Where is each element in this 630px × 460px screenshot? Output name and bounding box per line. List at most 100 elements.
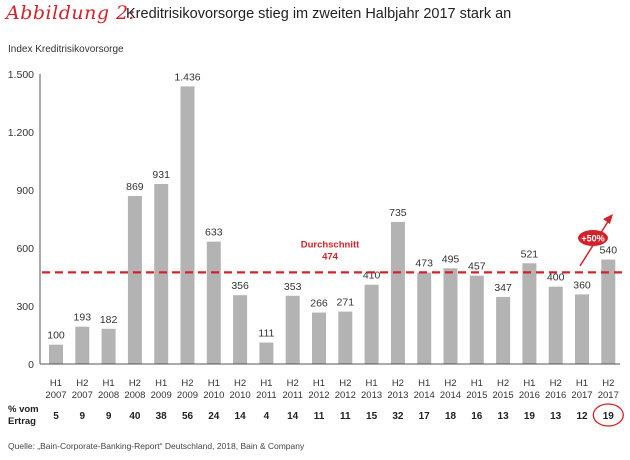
bar bbox=[312, 312, 326, 364]
bar-value-label: 353 bbox=[284, 281, 302, 293]
bar-value-label: 1.436 bbox=[174, 71, 200, 83]
x-tick-label-half: H2 bbox=[129, 378, 141, 389]
bar bbox=[259, 342, 274, 364]
x-tick-label-half: H2 bbox=[392, 378, 404, 389]
bar bbox=[496, 296, 511, 364]
x-tick-label-half: H2 bbox=[339, 378, 351, 389]
bar bbox=[443, 268, 458, 364]
percent-of-income-value: 38 bbox=[156, 411, 168, 422]
x-tick-label-half: H2 bbox=[602, 378, 614, 389]
source-note: Quelle: „Bain-Corporate-Banking-Report“ … bbox=[8, 441, 305, 451]
x-tick-label-half: H1 bbox=[313, 378, 325, 389]
x-tick-label-half: H1 bbox=[50, 378, 62, 389]
bar-value-label: 360 bbox=[573, 279, 591, 291]
bar bbox=[338, 311, 353, 364]
bar bbox=[390, 221, 405, 364]
bar-value-label: 100 bbox=[47, 330, 65, 342]
x-tick-label-year: 2009 bbox=[151, 390, 172, 401]
bar-value-label: 521 bbox=[521, 248, 539, 260]
x-tick-label-half: H1 bbox=[366, 378, 378, 389]
x-tick-label-half: H1 bbox=[155, 378, 167, 389]
x-tick-label-year: 2007 bbox=[72, 390, 93, 401]
x-tick-label-half: H2 bbox=[287, 378, 299, 389]
bar bbox=[154, 184, 169, 364]
growth-arrow-head-icon bbox=[603, 214, 613, 224]
chart-title: Kreditrisikovorsorge stieg im zweiten Ha… bbox=[126, 6, 512, 22]
average-value-label: 474 bbox=[322, 251, 339, 262]
percent-of-income-value: 13 bbox=[550, 411, 562, 422]
bar-value-label: 735 bbox=[389, 207, 407, 219]
bar-value-label: 495 bbox=[442, 253, 460, 265]
percent-of-income-value: 56 bbox=[182, 411, 194, 422]
x-tick-label-year: 2015 bbox=[466, 390, 487, 401]
row-label: % vom bbox=[8, 404, 39, 415]
x-tick-label-year: 2016 bbox=[545, 390, 566, 401]
x-tick-label-year: 2014 bbox=[414, 390, 435, 401]
bar-value-label: 266 bbox=[310, 298, 328, 310]
bar-value-label: 869 bbox=[126, 181, 144, 193]
bar-value-label: 347 bbox=[494, 282, 512, 294]
annotation-badge bbox=[578, 230, 608, 246]
x-tick-label-year: 2008 bbox=[124, 390, 145, 401]
row-label: Ertrag bbox=[8, 416, 36, 427]
x-tick-label-year: 2012 bbox=[308, 390, 329, 401]
percent-of-income-value: 14 bbox=[287, 411, 299, 422]
y-tick-label: 0 bbox=[28, 359, 34, 371]
percent-of-income-value: 12 bbox=[576, 411, 588, 422]
x-tick-label-year: 2013 bbox=[361, 390, 382, 401]
x-tick-label-year: 2010 bbox=[230, 390, 251, 401]
bar-value-label: 473 bbox=[415, 258, 433, 270]
x-tick-label-year: 2017 bbox=[571, 390, 592, 401]
x-tick-label-half: H2 bbox=[497, 378, 509, 389]
bar bbox=[364, 284, 379, 364]
percent-of-income-value: 18 bbox=[445, 411, 457, 422]
x-tick-label-half: H1 bbox=[103, 378, 115, 389]
y-tick-label: 300 bbox=[16, 301, 34, 313]
percent-of-income-value: 11 bbox=[314, 411, 325, 422]
x-tick-label-half: H2 bbox=[234, 378, 246, 389]
highlight-circle bbox=[592, 403, 624, 427]
bar-value-label: 111 bbox=[258, 328, 274, 340]
x-tick-label-year: 2009 bbox=[177, 390, 198, 401]
x-tick-label-year: 2015 bbox=[493, 390, 514, 401]
x-tick-label-year: 2008 bbox=[98, 390, 119, 401]
bar-value-label: 931 bbox=[152, 169, 170, 181]
percent-of-income-value: 17 bbox=[419, 411, 431, 422]
bar-value-label: 182 bbox=[100, 314, 118, 326]
bar bbox=[417, 272, 432, 364]
x-tick-label-year: 2013 bbox=[387, 390, 408, 401]
x-tick-label-year: 2017 bbox=[598, 390, 619, 401]
x-tick-label-year: 2016 bbox=[519, 390, 540, 401]
figure-label: Abbildung 2: bbox=[6, 2, 136, 24]
bar-value-label: 356 bbox=[231, 280, 249, 292]
y-axis-label: Index Kreditrisikovorsorge bbox=[8, 44, 124, 55]
x-tick-label-year: 2007 bbox=[45, 390, 66, 401]
annotation-label: +50% bbox=[581, 234, 604, 244]
percent-of-income-value: 13 bbox=[498, 411, 510, 422]
bar bbox=[601, 259, 616, 364]
x-tick-label-year: 2010 bbox=[203, 390, 224, 401]
percent-of-income-value: 19 bbox=[603, 411, 615, 422]
x-tick-label-year: 2011 bbox=[256, 390, 276, 401]
bar bbox=[469, 275, 484, 364]
percent-of-income-value: 11 bbox=[340, 411, 351, 422]
bar bbox=[575, 294, 589, 364]
x-tick-label-year: 2012 bbox=[335, 390, 356, 401]
bar-value-label: 540 bbox=[600, 245, 618, 257]
x-tick-label-half: H1 bbox=[208, 378, 220, 389]
x-tick-label-year: 2011 bbox=[282, 390, 302, 401]
x-tick-label-half: H1 bbox=[471, 378, 483, 389]
x-tick-label-half: H1 bbox=[418, 378, 430, 389]
bar bbox=[127, 195, 142, 364]
x-tick-label-half: H1 bbox=[260, 378, 272, 389]
bar bbox=[233, 295, 248, 364]
x-tick-label-half: H2 bbox=[76, 378, 88, 389]
bar-value-label: 400 bbox=[547, 272, 565, 284]
average-label: Durchschnitt bbox=[301, 239, 360, 250]
y-tick-label: 1.200 bbox=[8, 127, 34, 139]
bar bbox=[49, 344, 63, 364]
bar-value-label: 457 bbox=[468, 261, 486, 273]
percent-of-income-value: 15 bbox=[366, 411, 378, 422]
percent-of-income-value: 9 bbox=[80, 411, 86, 422]
bar-value-label: 633 bbox=[205, 227, 223, 239]
